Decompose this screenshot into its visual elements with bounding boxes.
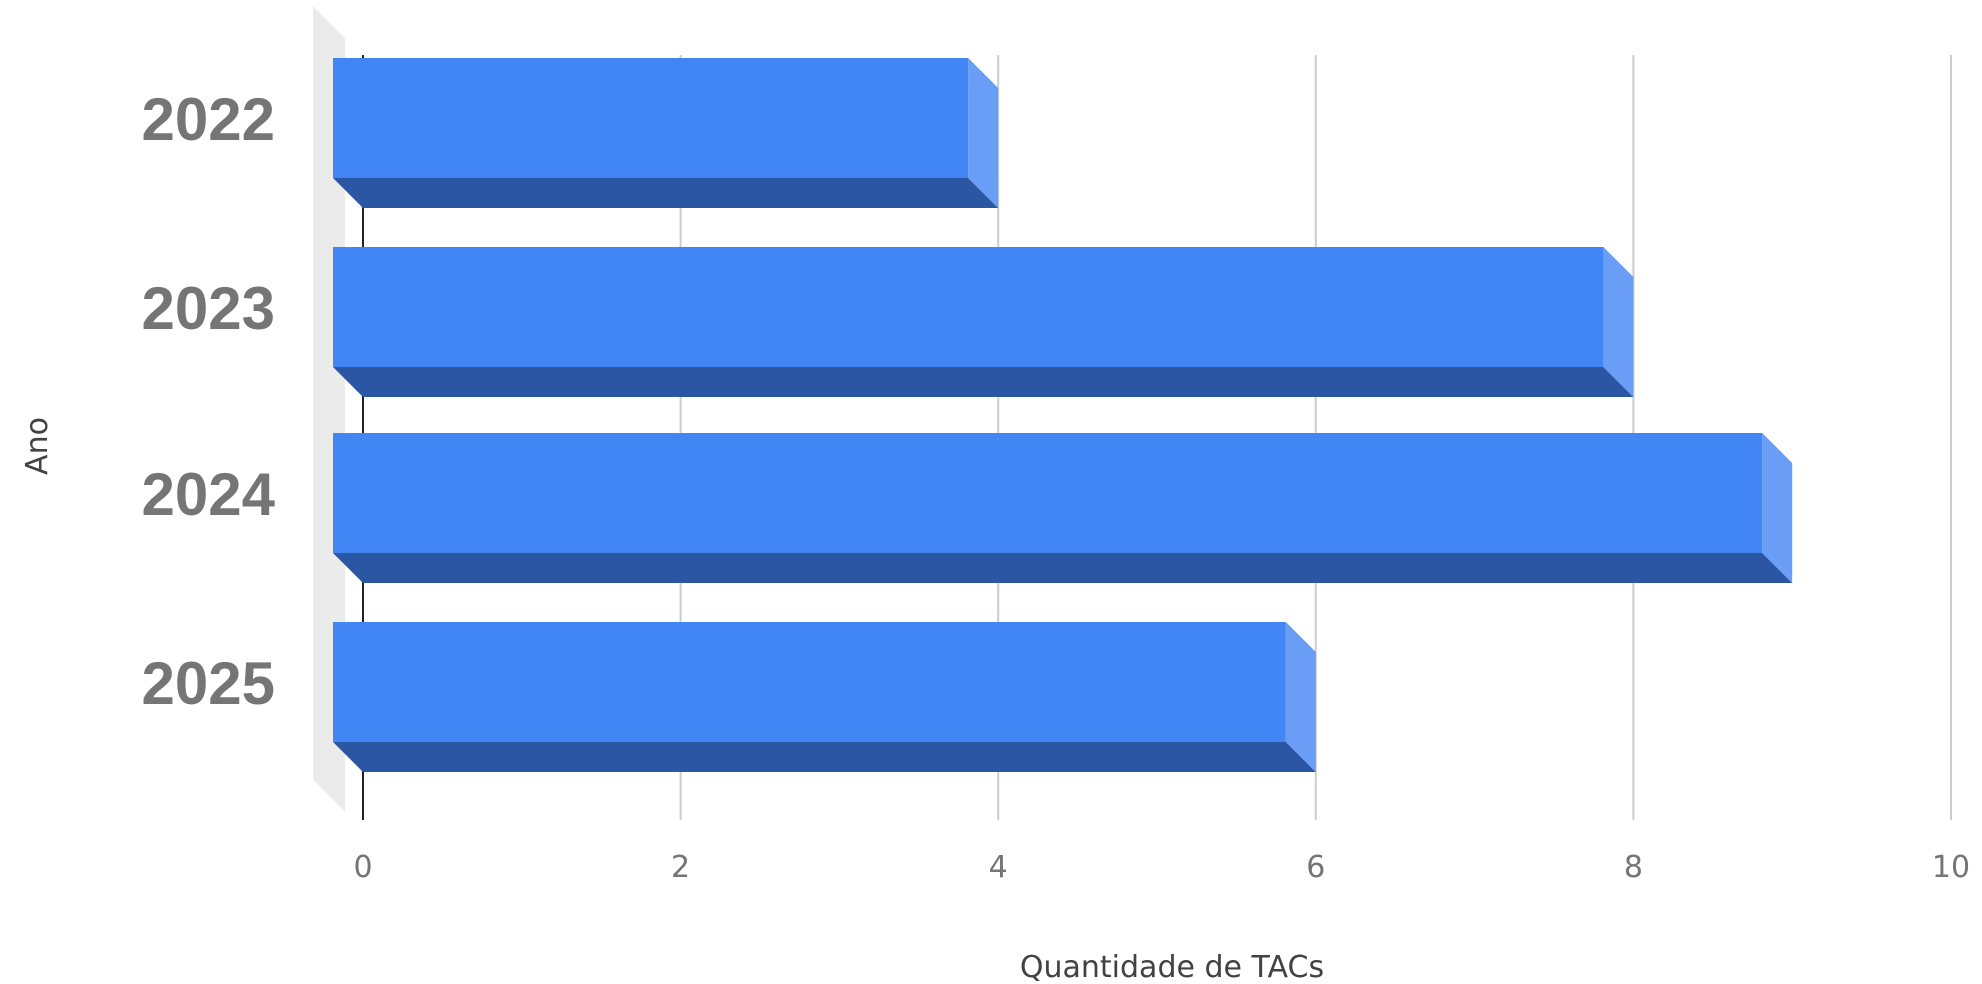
bar-bottom-face	[333, 742, 1316, 772]
bar-front-face	[333, 247, 1603, 367]
y-axis-category-labels: 2022 2023 2024 2025	[142, 86, 276, 717]
x-axis-title: Quantidade de TACs	[1020, 950, 1324, 984]
bars	[333, 58, 1792, 772]
bar-front-face	[333, 58, 968, 178]
bar	[333, 247, 1633, 397]
y-axis-title: Ano	[20, 417, 55, 475]
bar-bottom-face	[333, 367, 1633, 397]
x-tick-label: 0	[353, 850, 372, 885]
x-tick-label: 2	[671, 850, 690, 885]
bar-bottom-face	[333, 553, 1792, 583]
y-category-label: 2025	[142, 650, 275, 717]
x-axis-ticks: 0 2 4 6 8 10	[353, 850, 1970, 885]
x-tick-label: 4	[989, 850, 1008, 885]
y-category-label: 2023	[142, 275, 275, 342]
y-category-label: 2022	[142, 86, 275, 153]
bar	[333, 433, 1792, 583]
bar	[333, 622, 1316, 772]
bar	[333, 58, 998, 208]
bar-front-face	[333, 433, 1762, 553]
y-category-label: 2024	[142, 461, 276, 528]
bar-bottom-face	[333, 178, 998, 208]
x-tick-label: 8	[1624, 850, 1643, 885]
x-tick-label: 6	[1306, 850, 1325, 885]
bar-front-face	[333, 622, 1286, 742]
x-tick-label: 10	[1932, 850, 1970, 885]
